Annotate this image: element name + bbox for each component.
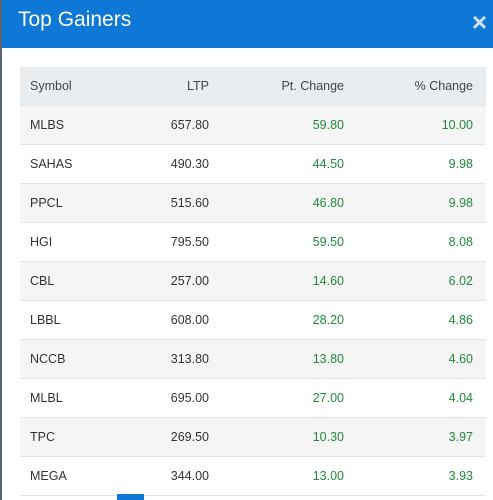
- table-cell: MEGA: [30, 469, 67, 483]
- table-row[interactable]: CBL 257.00 14.60 6.02: [20, 262, 486, 301]
- table-cell: HGI: [30, 235, 53, 249]
- table-cell: 4.86: [448, 313, 473, 327]
- table-cell: CBL: [30, 274, 55, 288]
- table-cell: 9.98: [448, 157, 473, 171]
- table-cell: 28.20: [312, 313, 344, 327]
- table-cell: TPC: [30, 430, 55, 444]
- table-row[interactable]: SAHAS 490.30 44.50 9.98: [20, 145, 486, 184]
- table-cell: MLBL: [30, 391, 63, 405]
- table-cell: 795.50: [170, 235, 209, 249]
- table-cell: 313.80: [170, 352, 209, 366]
- table-cell: 269.50: [170, 430, 209, 444]
- table-row[interactable]: MEGA 344.00 13.00 3.93: [20, 457, 486, 496]
- table-cell: 8.08: [448, 235, 473, 249]
- table-cell: PPCL: [30, 196, 63, 210]
- table-cell: 10.30: [312, 430, 344, 444]
- table-cell: 257.00: [170, 274, 209, 288]
- table-cell: 10.00: [441, 118, 473, 132]
- table-row[interactable]: HGI 795.50 59.50 8.08: [20, 223, 486, 262]
- table-cell: 608.00: [170, 313, 209, 327]
- table-cell: 344.00: [170, 469, 209, 483]
- table-row[interactable]: MLBS 657.80 59.80 10.00: [20, 106, 486, 145]
- table-cell: 4.04: [448, 391, 473, 405]
- table-header: Symbol LTP Pt. Change % Change: [20, 67, 486, 106]
- table-cell: SAHAS: [30, 157, 73, 171]
- table-row[interactable]: PPCL 515.60 46.80 9.98: [20, 184, 486, 223]
- table-cell: MLBS: [30, 118, 65, 132]
- column-header[interactable]: Symbol: [30, 79, 72, 93]
- dialog-title: Top Gainers: [18, 8, 132, 31]
- table-cell: LBBL: [30, 313, 61, 327]
- table-cell: NCCB: [30, 352, 66, 366]
- column-header[interactable]: % Change: [414, 79, 473, 93]
- table-cell: 13.80: [312, 352, 344, 366]
- table-row[interactable]: LBBL 608.00 28.20 4.86: [20, 301, 486, 340]
- dialog-header: Top Gainers ×: [2, 0, 493, 48]
- scroll-indicator: [117, 494, 144, 500]
- table-cell: 59.50: [312, 235, 344, 249]
- table-cell: 695.00: [170, 391, 209, 405]
- column-header[interactable]: LTP: [187, 79, 209, 93]
- close-button[interactable]: ×: [471, 7, 487, 37]
- column-header[interactable]: Pt. Change: [281, 79, 344, 93]
- table-cell: 44.50: [312, 157, 344, 171]
- table-cell: 490.30: [170, 157, 209, 171]
- table-cell: 46.80: [312, 196, 344, 210]
- table-cell: 3.97: [448, 430, 473, 444]
- table-cell: 4.60: [448, 352, 473, 366]
- table-cell: 515.60: [170, 196, 209, 210]
- table-cell: 13.00: [312, 469, 344, 483]
- table-row[interactable]: NCCB 313.80 13.80 4.60: [20, 340, 486, 379]
- table-cell: 6.02: [448, 274, 473, 288]
- table-cell: 59.80: [312, 118, 344, 132]
- table-cell: 3.93: [448, 469, 473, 483]
- table-row[interactable]: MLBL 695.00 27.00 4.04: [20, 379, 486, 418]
- table-cell: 9.98: [448, 196, 473, 210]
- gainers-table: Symbol LTP Pt. Change % Change MLBS 657.80 59.…: [20, 67, 486, 496]
- table-cell: 27.00: [312, 391, 344, 405]
- table-row[interactable]: TPC 269.50 10.30 3.97: [20, 418, 486, 457]
- table-cell: 14.60: [312, 274, 344, 288]
- table-cell: 657.80: [170, 118, 209, 132]
